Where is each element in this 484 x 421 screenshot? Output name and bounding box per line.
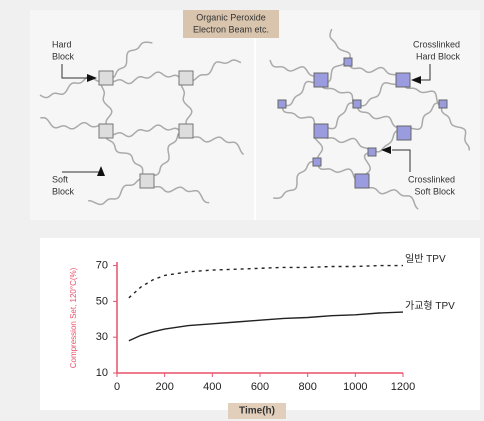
hard-block bbox=[179, 124, 193, 138]
x-tick-label: 0 bbox=[114, 381, 120, 393]
y-axis-label: Compression Set, 120°C(%) bbox=[69, 267, 78, 368]
crosslinked-hard-block bbox=[314, 124, 328, 138]
crosslinked-soft-block bbox=[313, 158, 321, 166]
soft-block-label: Block bbox=[52, 186, 75, 196]
hard-block bbox=[99, 124, 113, 138]
hard-block bbox=[99, 71, 113, 85]
figure: Organic Peroxide Electron Beam etc. Hard… bbox=[0, 0, 484, 421]
crosslinked-soft-block bbox=[344, 58, 352, 66]
crosslinked-hard-block bbox=[396, 73, 410, 87]
process-label: Organic Peroxide bbox=[196, 12, 266, 22]
process-label: Electron Beam etc. bbox=[193, 24, 269, 34]
crosslinked-soft-label: Crosslinked bbox=[408, 174, 455, 184]
hard-block-label: Block bbox=[52, 51, 75, 61]
x-tick-label: 400 bbox=[203, 381, 221, 393]
crosslinked-soft-block bbox=[368, 148, 376, 156]
crosslinked-hard-block bbox=[314, 73, 328, 87]
series-label: 가교형 TPV bbox=[405, 300, 455, 312]
soft-block-label: Soft bbox=[52, 174, 69, 184]
x-tick-label: 200 bbox=[155, 381, 173, 393]
y-tick-label: 10 bbox=[96, 367, 108, 379]
y-tick-label: 50 bbox=[96, 295, 108, 307]
crosslinked-soft-label: Soft Block bbox=[414, 186, 455, 196]
crosslinked-hard-label: Hard Block bbox=[416, 51, 461, 61]
crosslinked-hard-block bbox=[397, 126, 411, 140]
y-tick-label: 30 bbox=[96, 331, 108, 343]
page: Organic Peroxide Electron Beam etc. Hard… bbox=[0, 0, 484, 421]
x-tick-label: 800 bbox=[298, 381, 316, 393]
x-tick-label: 1200 bbox=[391, 381, 415, 393]
x-tick-label: 1000 bbox=[343, 381, 367, 393]
series-label: 일반 TPV bbox=[405, 253, 446, 265]
crosslinked-soft-block bbox=[278, 100, 286, 108]
crosslinked-hard-label: Crosslinked bbox=[413, 39, 460, 49]
x-axis-label: Time(h) bbox=[239, 406, 275, 417]
hard-block-label: Hard bbox=[52, 39, 72, 49]
crosslinked-soft-block bbox=[353, 100, 361, 108]
x-tick-label: 600 bbox=[251, 381, 269, 393]
crosslinked-soft-block bbox=[439, 100, 447, 108]
y-tick-label: 70 bbox=[96, 259, 108, 271]
crosslinked-hard-block bbox=[355, 174, 369, 188]
hard-block bbox=[140, 174, 154, 188]
hard-block bbox=[179, 71, 193, 85]
